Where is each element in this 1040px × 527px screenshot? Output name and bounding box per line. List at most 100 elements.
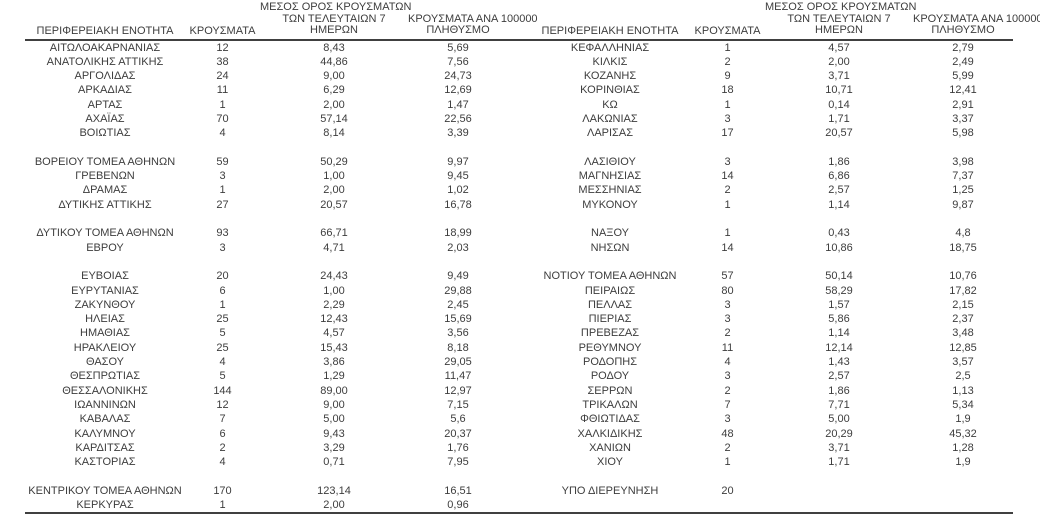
table-row: ΑΡΚΑΔΙΑΣ 11 6,29 12,69 ΚΟΡΙΝΘΙΑΣ 18 10,71 12,41 (25, 83, 1013, 97)
per100k-cell: 2,15 (952, 298, 974, 311)
cases-cell: 48 (721, 427, 734, 440)
per100k-cell: 22,56 (444, 112, 472, 125)
gap-cell (508, 384, 530, 398)
cases-cell: 2 (724, 441, 731, 454)
header-per100k-line1: ΚΡΟΥΣΜΑΤΑ ΑΝΑ 100000 (913, 12, 1040, 25)
cases-cell: 5 (219, 327, 226, 340)
avg7-cell (260, 469, 408, 483)
cases-cell: 57 (721, 270, 734, 283)
per100k-cell: 2,03 (447, 241, 469, 254)
region-cell: ΔΥΤΙΚΟΥ ΤΟΜΕΑ ΑΘΗΝΩΝ (36, 227, 174, 240)
cases-cell: 14 (721, 241, 734, 254)
cases-cell: 12 (216, 41, 229, 54)
region-cell: ΠΕΙΡΑΙΩΣ (584, 284, 636, 297)
per100k-cell: 5,69 (447, 41, 469, 54)
per100k-cell: 17,82 (949, 284, 977, 297)
table-row: ΚΕΡΚΥΡΑΣ 1 2,00 0,96 (25, 498, 1013, 515)
region-cell: ΡΟΔΟΥ (590, 370, 630, 383)
region-cell (25, 255, 185, 269)
gap-cell (508, 341, 530, 355)
header-per100k-line2: ΠΛΗΘΥΣΜΟ (426, 24, 490, 36)
region-cell: ΒΟΙΩΤΙΑΣ (79, 127, 131, 140)
spacer-row (25, 212, 1013, 226)
region-cell: ΓΡΕΒΕΝΩΝ (75, 170, 135, 183)
avg7-cell: 7,71 (828, 398, 850, 411)
cases-cell: 14 (721, 170, 734, 183)
per100k-cell: 9,97 (447, 155, 469, 168)
avg7-cell: 2,57 (828, 184, 850, 197)
per100k-cell: 45,32 (949, 427, 977, 440)
per100k-cell (913, 498, 1013, 515)
region-cell: ΠΕΛΛΑΣ (587, 298, 633, 311)
per100k-cell (913, 255, 1013, 269)
region-cell: ΑΡΚΑΔΙΑΣ (78, 84, 132, 97)
region-cell: ΜΕΣΣΗΝΙΑΣ (578, 184, 642, 197)
avg7-cell: 1,71 (828, 456, 850, 469)
cases-cell: 18 (721, 84, 734, 97)
gap-cell (508, 241, 530, 255)
table-row: ΒΟΡΕΙΟΥ ΤΟΜΕΑ ΑΘΗΝΩΝ 59 50,29 9,97 ΛΑΣΙΘΙΟΥ 3… (25, 155, 1013, 169)
gap-cell (508, 126, 530, 140)
per100k-cell: 9,87 (952, 198, 974, 211)
region-cell: ΑΝΑΤΟΛΙΚΗΣ ΑΤΤΙΚΗΣ (46, 55, 164, 68)
avg7-cell: 9,00 (323, 70, 345, 83)
per100k-cell: 7,95 (447, 456, 469, 469)
region-cell: ΔΥΤΙΚΗΣ ΑΤΤΙΚΗΣ (58, 198, 152, 211)
avg7-cell (765, 484, 913, 498)
table-row: ΘΕΣΠΡΩΤΙΑΣ 5 1,29 11,47 ΡΟΔΟΥ 3 2,57 2,5 (25, 369, 1013, 383)
per100k-cell: 7,37 (952, 170, 974, 183)
per100k-cell (408, 255, 508, 269)
gap-cell (508, 455, 530, 469)
per100k-cell: 2,5 (955, 370, 971, 383)
per100k-cell: 1,9 (955, 456, 971, 469)
avg7-cell: 1,43 (828, 356, 850, 369)
avg7-cell: 3,86 (323, 356, 345, 369)
table-row: ΔΡΑΜΑΣ 1 2,00 1,02 ΜΕΣΣΗΝΙΑΣ 2 2,57 1,25 (25, 183, 1013, 197)
header-avg7-line3: ΗΜΕΡΩΝ (815, 24, 863, 36)
region-cell: ΙΩΑΝΝΙΝΩΝ (74, 398, 136, 411)
avg7-cell (765, 212, 913, 226)
gap-cell (508, 198, 530, 212)
table-row: ΗΜΑΘΙΑΣ 5 4,57 3,56 ΠΡΕΒΕΖΑΣ 2 1,14 3,48 (25, 326, 1013, 340)
avg7-cell (765, 498, 913, 515)
cases-cell: 3 (219, 170, 226, 183)
region-cell: ΧΑΛΚΙΔΙΚΗΣ (577, 427, 643, 440)
avg7-cell: 5,00 (323, 413, 345, 426)
gap-cell (508, 412, 530, 426)
cases-cell: 38 (216, 55, 229, 68)
per100k-cell: 4,8 (955, 227, 971, 240)
gap-cell (508, 112, 530, 126)
per100k-cell: 2,79 (952, 41, 974, 54)
cases-cell (690, 255, 765, 269)
cases-cell: 6 (219, 427, 226, 440)
table-row: ΕΒΡΟΥ 3 4,71 2,03 ΝΗΣΩΝ 14 10,86 18,75 (25, 241, 1013, 255)
per100k-cell: 3,37 (952, 112, 974, 125)
cases-cell: 11 (721, 341, 734, 354)
per100k-cell: 3,39 (447, 127, 469, 140)
avg7-cell: 0,43 (828, 227, 850, 240)
region-cell: ΗΡΑΚΛΕΙΟΥ (73, 341, 137, 354)
avg7-cell: 8,43 (323, 41, 345, 54)
per100k-cell: 29,05 (444, 356, 472, 369)
cases-cell: 1 (219, 298, 226, 311)
cases-cell (690, 498, 765, 515)
avg7-cell: 50,29 (320, 155, 348, 168)
avg7-cell: 44,86 (320, 55, 348, 68)
header-avg7-line1: ΜΕΣΟΣ ΟΡΟΣ ΚΡΟΥΣΜΑΤΩΝ (260, 1, 412, 13)
cases-cell: 1 (724, 456, 731, 469)
per100k-cell: 3,57 (952, 356, 974, 369)
avg7-cell: 1,00 (323, 284, 345, 297)
header-per100k-line1: ΚΡΟΥΣΜΑΤΑ ΑΝΑ 100000 (408, 12, 538, 25)
avg7-cell: 1,14 (828, 327, 850, 340)
table-row: ΗΡΑΚΛΕΙΟΥ 25 15,43 8,18 ΡΕΘΥΜΝΟΥ 11 12,14 12,85 (25, 341, 1013, 355)
region-cell: ΚΙΛΚΙΣ (592, 55, 628, 68)
header-region-right: ΠΕΡΙΦΕΡΕΙΑΚΗ ΕΝΟΤΗΤΑ (530, 2, 690, 41)
avg7-cell: 0,71 (323, 456, 345, 469)
cases-cell: 25 (216, 313, 229, 326)
region-cell: ΚΩ (602, 98, 618, 111)
spacer-row (25, 141, 1013, 155)
gap-cell (508, 226, 530, 240)
avg7-cell: 24,43 (320, 270, 348, 283)
table-row: ΓΡΕΒΕΝΩΝ 3 1,00 9,45 ΜΑΓΝΗΣΙΑΣ 14 6,86 7,37 (25, 169, 1013, 183)
